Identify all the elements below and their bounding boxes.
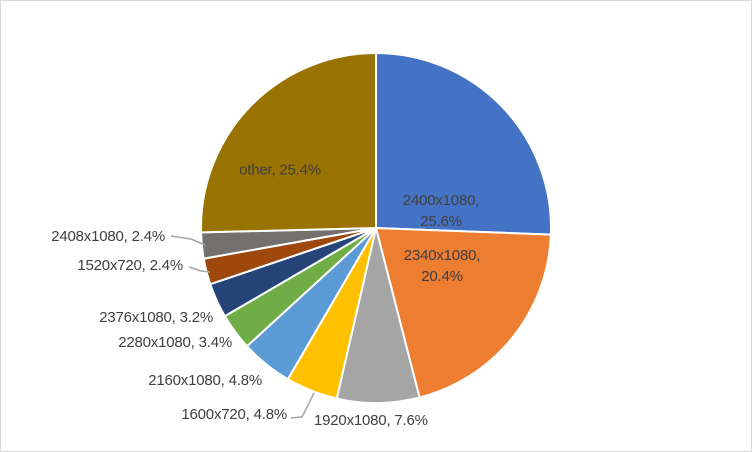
label-2280x1080: 2280x1080, 3.4%	[118, 334, 232, 351]
leader-line-2408x1080	[170, 235, 206, 246]
label-1520x720: 1520x720, 2.4%	[77, 257, 183, 274]
label-2400x1080: 2400x1080, 25.6%	[402, 190, 480, 232]
label-1920x1080: 1920x1080, 7.6%	[314, 412, 428, 429]
pie-slice-2340x1080	[375, 227, 552, 399]
leader-line-1520x720	[188, 266, 211, 273]
label-other: other, 25.4%	[239, 161, 321, 179]
leader-line-1600x720	[290, 392, 315, 419]
label-2340x1080-line2: 20.4%	[421, 268, 463, 285]
pie-slice-other	[200, 52, 377, 234]
label-2340x1080-line1: 2340x1080,	[403, 247, 481, 264]
pie-slice-2400x1080	[375, 52, 552, 236]
label-2160x1080: 2160x1080, 4.8%	[148, 372, 262, 389]
label-2400x1080-line1: 2400x1080,	[402, 192, 480, 209]
label-2340x1080: 2340x1080, 20.4%	[403, 245, 481, 287]
label-2400x1080-line2: 25.6%	[420, 213, 462, 230]
label-1600x720: 1600x720, 4.8%	[181, 406, 287, 423]
label-2376x1080: 2376x1080, 3.2%	[99, 309, 213, 326]
label-2408x1080: 2408x1080, 2.4%	[51, 228, 165, 245]
